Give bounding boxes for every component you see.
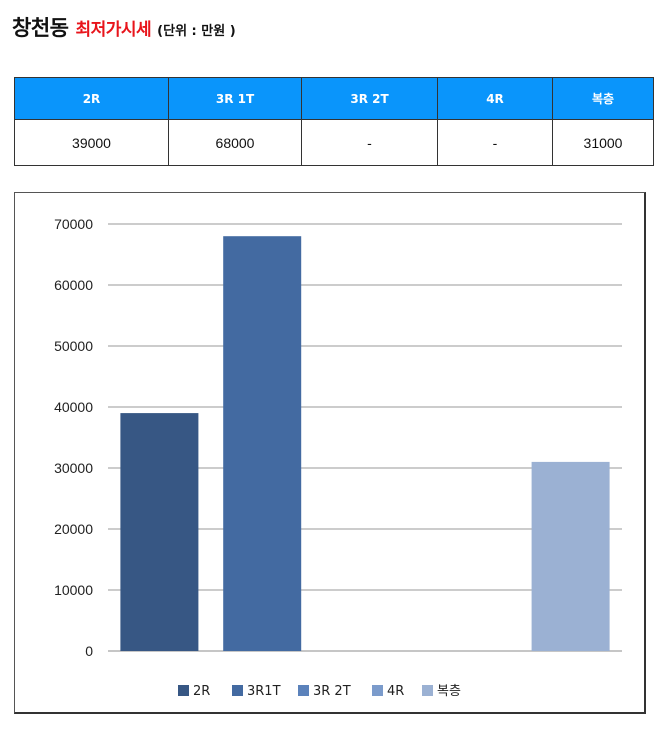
title-unit: (단위 : 만원 ) bbox=[157, 24, 236, 39]
y-tick-label: 40000 bbox=[54, 399, 93, 415]
table-cell: 39000 bbox=[14, 119, 169, 166]
table-cell: - bbox=[301, 119, 438, 166]
y-tick-label: 20000 bbox=[54, 521, 93, 537]
legend-label: 3R1T bbox=[247, 684, 281, 699]
y-tick-label: 0 bbox=[85, 643, 93, 659]
bar bbox=[223, 236, 302, 651]
legend-label: 4R bbox=[387, 684, 404, 699]
page-title: 창천동 최저가시세 (단위 : 만원 ) bbox=[12, 12, 236, 44]
price-table: 2R 3R 1T 3R 2T 4R 복층 39000 68000 - - 310… bbox=[14, 77, 654, 166]
table-header-cell: 3R 1T bbox=[168, 77, 302, 120]
legend-label: 3R 2T bbox=[313, 684, 351, 699]
y-tick-label: 50000 bbox=[54, 338, 93, 354]
table-header-cell: 2R bbox=[14, 77, 169, 120]
table-cell: 31000 bbox=[552, 119, 654, 166]
bar bbox=[120, 413, 199, 651]
y-tick-label: 10000 bbox=[54, 582, 93, 598]
table-header-cell: 3R 2T bbox=[301, 77, 438, 120]
bar bbox=[531, 461, 610, 651]
table-cell: 68000 bbox=[168, 119, 302, 166]
legend-swatch bbox=[298, 685, 309, 696]
legend-swatch bbox=[422, 685, 433, 696]
legend-swatch bbox=[232, 685, 243, 696]
legend-swatch bbox=[372, 685, 383, 696]
table-header-row: 2R 3R 1T 3R 2T 4R 복층 bbox=[14, 77, 654, 120]
table-cell: - bbox=[437, 119, 553, 166]
chart-svg: 0 10000 20000 30000 40000 50000 60000 70000 2R 3R… bbox=[54, 216, 622, 699]
legend-label: 복층 bbox=[437, 684, 461, 699]
legend-swatch bbox=[178, 685, 189, 696]
y-tick-label: 30000 bbox=[54, 460, 93, 476]
title-location: 창천동 bbox=[12, 16, 69, 40]
table-row: 39000 68000 - - 31000 bbox=[14, 119, 654, 166]
y-tick-label: 70000 bbox=[54, 216, 93, 232]
y-tick-label: 60000 bbox=[54, 277, 93, 293]
bar-chart: 0 10000 20000 30000 40000 50000 60000 70000 2R 3R… bbox=[14, 192, 646, 714]
title-subtitle: 최저가시세 bbox=[75, 20, 152, 40]
table-header-cell: 복층 bbox=[552, 77, 654, 120]
legend-label: 2R bbox=[193, 684, 210, 699]
table-header-cell: 4R bbox=[437, 77, 553, 120]
